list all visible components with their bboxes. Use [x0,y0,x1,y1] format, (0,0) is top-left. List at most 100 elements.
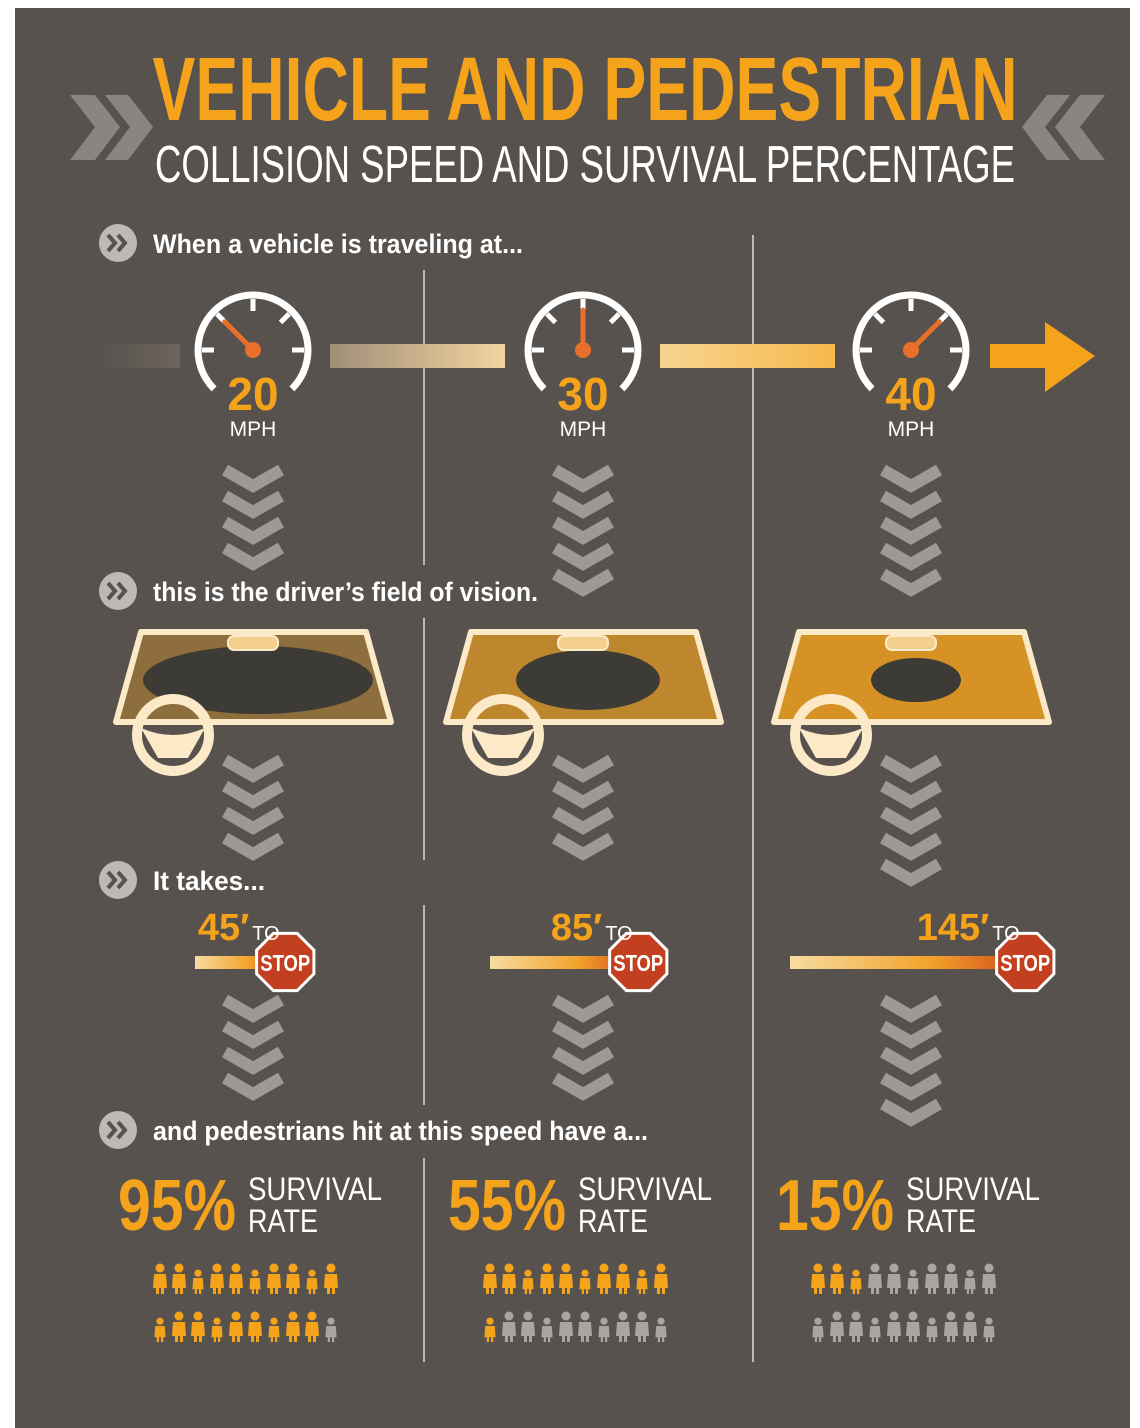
figure-body [925,1274,939,1294]
figure-head [984,1263,994,1273]
figure-body [153,1274,167,1294]
figure-body [887,1274,901,1294]
figure-body [850,1278,862,1294]
pedestrian-figure [598,1317,610,1342]
subtitle: COLLISION SPEED AND SURVIVAL PERCENTAGE [155,136,1015,194]
figure-body [869,1326,881,1342]
down-chevron [880,858,942,887]
pedestrian-figure [521,1311,535,1342]
figure-head [485,1263,495,1273]
down-chevron [880,1072,942,1101]
gauge-arc [852,291,970,392]
pedestrian-figure [830,1263,844,1294]
down-chevron [880,832,942,861]
figure-body [597,1274,611,1294]
side-chevron [1055,95,1105,160]
speed-arrow [990,322,1095,392]
gauge-hub [575,342,591,358]
figure-body [578,1322,592,1342]
figure-body [325,1326,337,1342]
down-chevron [222,1072,284,1101]
figure-body [172,1322,186,1342]
gauge-gap [223,372,283,402]
stop-sign-text: STOP [260,950,310,976]
down-chevron [552,1020,614,1049]
pedestrian-figure [849,1311,863,1342]
down-chevron [222,994,284,1023]
figure-head [155,1263,165,1273]
figure-head [308,1269,316,1277]
figure-body [324,1274,338,1294]
pedestrian-figure [541,1317,553,1342]
figure-head [213,1317,221,1325]
content: When a vehicle is traveling at... this is… [99,224,1095,1362]
pedestrian-figure [229,1263,243,1294]
down-chevron [880,994,942,1023]
figure-body [540,1274,554,1294]
stop-sign [255,931,316,993]
to-label: TO [605,923,632,945]
down-chevron [222,1046,284,1075]
stop-distance-bar [490,956,639,969]
figure-head [599,1263,609,1273]
down-chevron [222,516,284,545]
figure-body [849,1322,863,1342]
pedestrian-figure [248,1311,262,1342]
down-chevron [880,568,942,597]
down-chevron [552,806,614,835]
pedestrian-figure [211,1317,223,1342]
side-chevron [1022,95,1070,160]
figure-body [655,1326,667,1342]
figure-head [327,1317,335,1325]
figure-head [813,1263,823,1273]
pedestrian-figure [306,1269,318,1294]
figure-head [889,1311,899,1321]
pedestrian-figure [267,1263,281,1294]
down-chevron [552,490,614,519]
down-chevron [222,754,284,783]
down-chevron [222,464,284,493]
steering-wheel [790,694,872,776]
figure-head [927,1263,937,1273]
down-chevron [880,780,942,809]
figure-body [654,1274,668,1294]
figure-body [616,1274,630,1294]
step-heading: It takes... [153,866,265,896]
figure-body [944,1274,958,1294]
to-label: TO [252,923,279,945]
stop-distance: 45′ [198,907,249,949]
figure-body [598,1326,610,1342]
figure-head [250,1311,260,1321]
figure-body [248,1322,262,1342]
survival-caption: RATE [578,1203,648,1239]
figure-body [906,1322,920,1342]
figure-head [194,1269,202,1277]
figure-head [832,1263,842,1273]
step-icon [99,861,137,899]
figure-head [193,1311,203,1321]
figure-head [156,1317,164,1325]
figure-body [636,1278,648,1294]
speed-value: 30 [557,368,608,420]
gauge-hub [903,342,919,358]
figure-head [212,1263,222,1273]
survival-caption: SURVIVAL [248,1171,382,1207]
figure-head [270,1317,278,1325]
figure-head [523,1311,533,1321]
title: VEHICLE AND PEDESTRIAN [153,40,1018,140]
down-chevron [222,542,284,571]
down-chevron [222,1020,284,1049]
figure-body [154,1326,166,1342]
pedestrian-figure [483,1263,497,1294]
pedestrian-figure [210,1263,224,1294]
figure-head [909,1269,917,1277]
stop-sign [608,931,669,993]
figure-body [210,1274,224,1294]
gauge-arc [194,291,312,392]
step-icon-chevron [106,1120,118,1140]
step-icon-chevron [116,581,128,601]
gauge-gap [881,372,941,402]
pedestrian-figure [522,1269,534,1294]
gauge-tick [278,312,291,325]
figure-body [192,1278,204,1294]
